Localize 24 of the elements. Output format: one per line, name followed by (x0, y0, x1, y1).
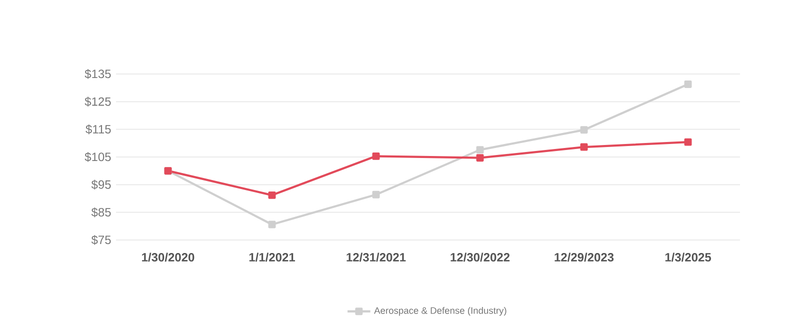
x-tick-label: 1/3/2025 (665, 252, 712, 262)
y-tick-label: $85 (91, 207, 111, 218)
point (268, 191, 276, 199)
x-tick-label: 12/29/2023 (554, 252, 614, 262)
point (372, 190, 380, 198)
y-tick-label: $135 (84, 69, 111, 79)
point (268, 220, 276, 228)
point (476, 154, 484, 162)
y-tick-label: $115 (86, 124, 111, 134)
point (476, 146, 484, 154)
point (684, 138, 692, 146)
y-tick-label: $95 (91, 180, 111, 190)
point (684, 80, 692, 88)
point (580, 143, 588, 151)
y-tick-label: $75 (91, 235, 111, 245)
x-tick-label: 1/30/2020 (142, 252, 194, 262)
point (372, 152, 380, 160)
legend-label: Aerospace & Defense (Industry) (374, 307, 506, 316)
y-tick-label: $125 (84, 96, 111, 107)
x-tick-label: 1/1/2021 (249, 252, 296, 262)
y-tick-label: $105 (84, 152, 111, 162)
x-tick-label: 12/30/2022 (450, 252, 510, 262)
point (580, 126, 588, 134)
x-tick-label: 12/31/2021 (346, 252, 406, 262)
